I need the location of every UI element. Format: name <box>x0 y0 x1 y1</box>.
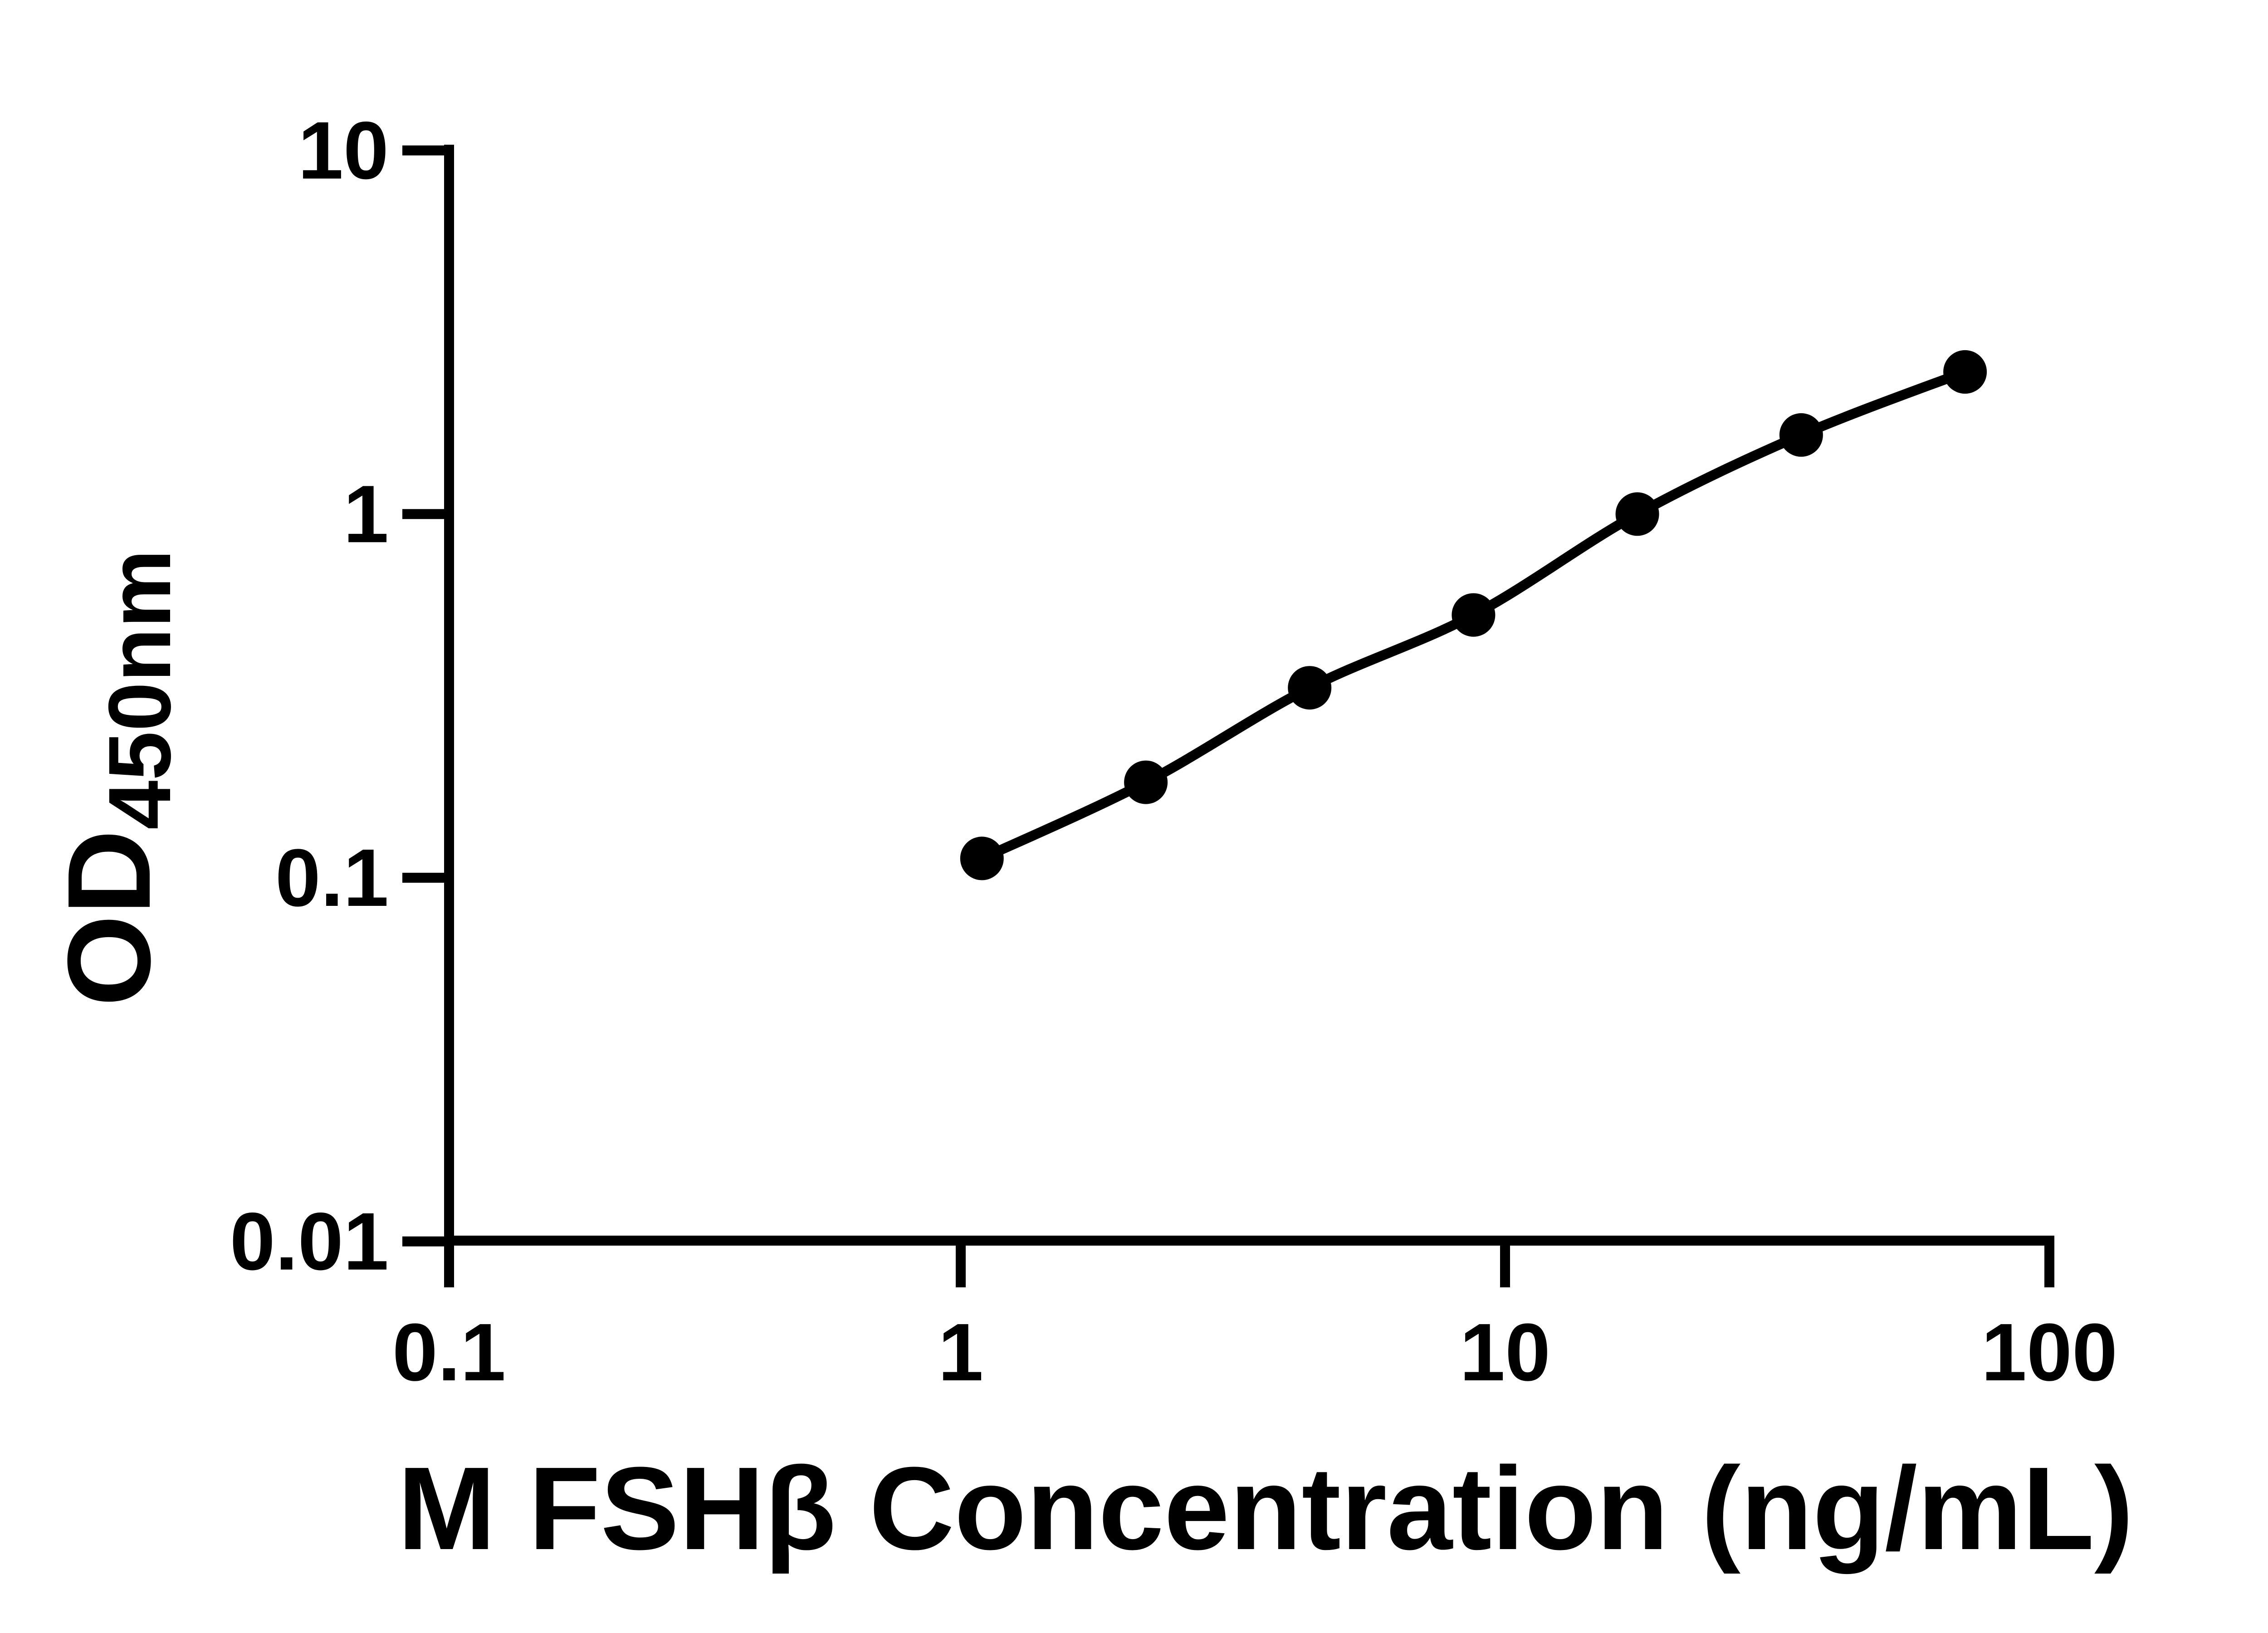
y-axis-title-main: OD <box>44 830 175 1007</box>
data-point <box>1452 593 1496 637</box>
data-series <box>960 350 1987 880</box>
data-point <box>1288 666 1332 710</box>
y-tick-label: 0.01 <box>230 1196 389 1287</box>
y-tick-label: 1 <box>343 469 389 560</box>
y-axis-title-subscript: 450nm <box>90 549 189 830</box>
data-point <box>1124 760 1168 804</box>
y-tick-label: 0.1 <box>275 832 389 924</box>
x-axis-title: M FSHβ Concentration (ng/mL) <box>397 1443 2133 1575</box>
x-tick-label: 100 <box>1981 1307 2117 1398</box>
y-tick-label: 10 <box>298 105 389 196</box>
x-tick-label: 10 <box>1460 1307 1550 1398</box>
data-point <box>1943 350 1987 394</box>
y-axis-title: OD450nm <box>44 549 189 1007</box>
x-tick-label: 1 <box>938 1307 983 1398</box>
data-point <box>960 836 1004 880</box>
data-point <box>1615 492 1659 536</box>
x-tick-label: 0.1 <box>392 1307 506 1398</box>
data-point <box>1779 413 1823 457</box>
axes <box>402 145 2054 1287</box>
